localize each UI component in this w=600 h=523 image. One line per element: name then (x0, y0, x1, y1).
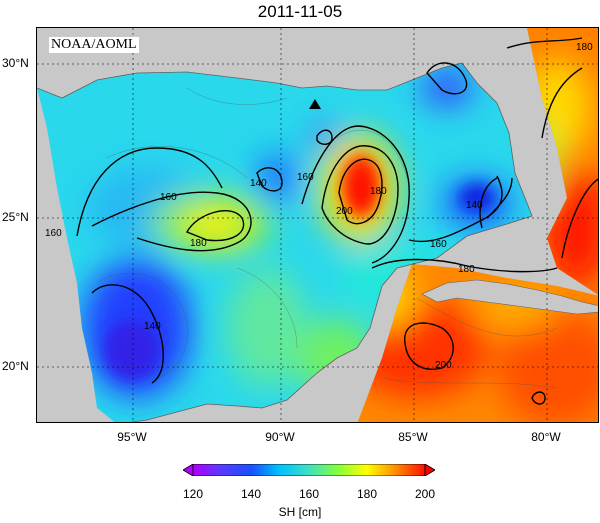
lat-tick-label: 30°N (2, 56, 29, 70)
contour-label: 180 (190, 238, 207, 249)
contour-label: 180 (576, 42, 593, 53)
contour-140-north (316, 129, 333, 145)
lon-tick-label: 80°W (531, 430, 561, 444)
contour-140-atlantic (486, 177, 513, 219)
map-title: 2011-11-05 (257, 2, 343, 21)
contour-label: 160 (430, 239, 447, 250)
contour-label: 140 (466, 200, 483, 211)
cuba (421, 279, 598, 315)
lat-tick-label: 20°N (2, 359, 29, 373)
contour-160-loop (91, 191, 252, 252)
contour-label: 160 (45, 228, 62, 239)
contour-label: 160 (160, 192, 177, 203)
contour-label: 140 (250, 178, 267, 189)
contour-label: 200 (435, 360, 452, 371)
sea-height-map (36, 27, 599, 423)
contour-160-east (408, 175, 503, 243)
colorbar-label: SH [cm] (278, 505, 322, 519)
contour-180-loopcurrent (321, 145, 399, 245)
contour-200-loopcurrent (338, 158, 383, 225)
contour-140-east (479, 177, 498, 229)
colorbar-high-arrow (424, 464, 435, 476)
contour-label: 180 (458, 264, 475, 275)
contour-180-atlantic (506, 37, 583, 49)
contour-label: 180 (370, 186, 387, 197)
contour-140-central (256, 167, 283, 192)
colorbar-low-arrow (183, 464, 194, 476)
station-marker (309, 99, 321, 109)
contour-label: 200 (336, 206, 353, 217)
graticule (37, 28, 598, 422)
contour-160-west (76, 147, 223, 237)
contour-140-southwest (91, 284, 164, 384)
lat-tick-label: 25°N (2, 210, 29, 224)
contour-160-atlantic (541, 67, 583, 139)
lon-tick-label: 85°W (398, 430, 428, 444)
credit-label: NOAA/AOML (49, 37, 139, 53)
colorbar-gradient (192, 464, 426, 476)
thin-contours (96, 87, 558, 389)
colorbar (183, 464, 435, 476)
lon-tick-label: 95°W (117, 430, 147, 444)
contour-label: 160 (297, 172, 314, 183)
contour-180-south (371, 258, 558, 273)
caribbean-field (357, 264, 598, 422)
colorbar-tick: 120 (182, 487, 204, 501)
contour-200-caribbean (404, 322, 454, 370)
lon-tick-label: 90°W (265, 430, 295, 444)
contour-lines (76, 37, 598, 405)
gulf-coastline (37, 62, 533, 422)
colorbar-tick: 180 (356, 487, 378, 501)
colorbar-tick: 200 (414, 487, 436, 501)
colorbar-tick: 140 (240, 487, 262, 501)
contour-label: 140 (144, 321, 161, 332)
contour-160-loopcurrent (301, 125, 410, 264)
colorbar-tick: 160 (298, 487, 320, 501)
contour-200-sw-carib (531, 391, 546, 405)
contour-200-atlantic-east (561, 178, 598, 259)
